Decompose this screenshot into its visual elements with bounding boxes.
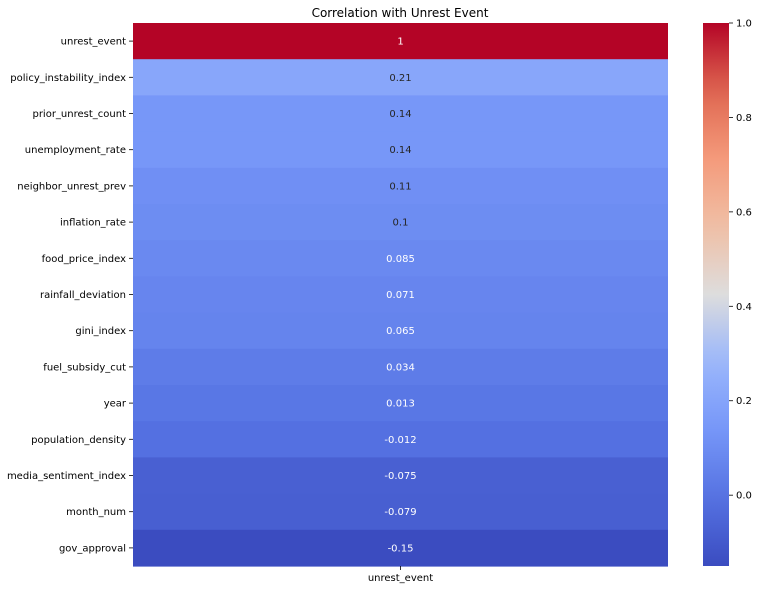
heatmap-cell [133, 421, 668, 458]
colorbar-tick-label: 0.4 [736, 302, 752, 313]
colorbar-tick-label: 0.2 [736, 396, 752, 407]
row-label: neighbor_unrest_prev [17, 181, 126, 192]
row-label: gini_index [75, 326, 126, 337]
cell-value-label: 0.034 [386, 362, 415, 373]
row-label: rainfall_deviation [40, 290, 126, 301]
row-label: fuel_subsidy_cut [43, 362, 126, 373]
cell-value-label: 0.14 [389, 145, 411, 156]
cell-value-label: 0.071 [386, 290, 415, 301]
cell-value-label: -0.075 [384, 471, 416, 482]
column-labels: unrest_event [368, 566, 433, 584]
cell-value-label: 0.14 [389, 109, 411, 120]
heatmap-cell [133, 457, 668, 495]
row-label: media_sentiment_index [7, 471, 126, 482]
heatmap-cell [133, 529, 668, 567]
row-label: unemployment_rate [25, 145, 126, 156]
column-label: unrest_event [368, 573, 433, 584]
heatmap-cell [133, 204, 668, 241]
cell-value-label: -0.15 [388, 543, 414, 554]
heatmap-cell [133, 385, 668, 422]
heatmap-cell [133, 59, 668, 96]
heatmap-cell [133, 167, 668, 205]
cell-value-label: -0.079 [384, 507, 416, 518]
heatmap-cell [133, 23, 668, 60]
colorbar-tick-label: 0.0 [736, 491, 752, 502]
heatmap-cell [133, 95, 668, 133]
colorbar-tick-label: 0.8 [736, 113, 752, 124]
chart-title: Correlation with Unrest Event [312, 6, 489, 20]
cell-value-label: 0.21 [389, 73, 411, 84]
cell-value-label: -0.012 [384, 435, 416, 446]
heatmap-cell [133, 240, 668, 277]
row-labels: unrest_event policy_instability_indexprio… [7, 37, 133, 554]
cell-value-label: 0.1 [393, 218, 409, 229]
row-label: gov_approval [59, 543, 126, 554]
heatmap-cell [133, 276, 668, 314]
heatmap-cells: 1 0.21 0.14 0.14 0.11 0.1 0.085 0.071 0.065 0.034… [133, 23, 668, 567]
cell-value-label: 0.013 [386, 399, 415, 410]
colorbar-gradient [703, 23, 729, 566]
heatmap-cell [133, 493, 668, 531]
row-label: food_price_index [42, 254, 126, 265]
cell-value-label: 0.065 [386, 326, 415, 337]
colorbar-tick-label: 1.0 [736, 19, 752, 30]
cell-value-label: 0.11 [389, 181, 411, 192]
heatmap-cell [133, 348, 668, 386]
row-label: inflation_rate [60, 218, 126, 229]
row-label: year [104, 399, 127, 410]
colorbar: 1.0 0.8 0.6 0.4 0.2 0.0 [703, 19, 752, 566]
colorbar-tick-label: 0.6 [736, 207, 752, 218]
heatmap-cell [133, 312, 668, 350]
row-label: policy_instability_index [10, 73, 126, 84]
row-label: prior_unrest_count [32, 109, 126, 120]
row-label: population_density [31, 435, 126, 446]
row-label: month_num [66, 507, 126, 518]
row-label: unrest_event [61, 37, 126, 48]
cell-value-label: 1 [397, 37, 403, 48]
heatmap-cell [133, 131, 668, 169]
cell-value-label: 0.085 [386, 254, 415, 265]
